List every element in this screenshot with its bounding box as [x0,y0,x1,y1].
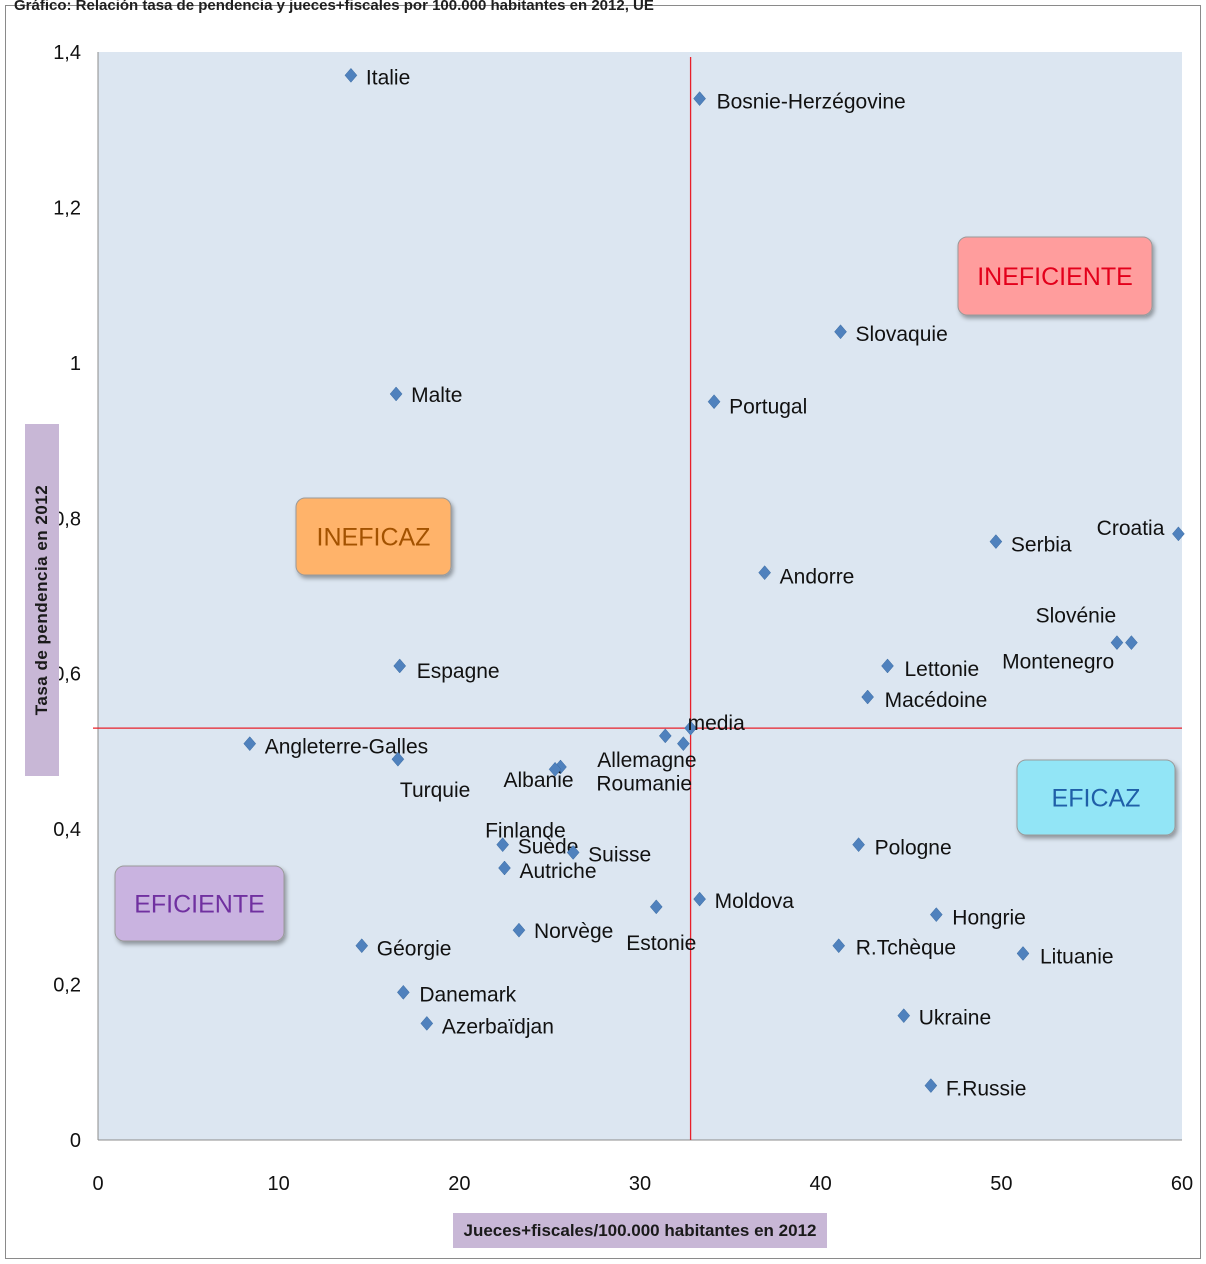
data-point-marker [420,1016,434,1031]
quadrant-label-box [1016,759,1176,836]
x-tick-label: 20 [448,1173,470,1195]
y-tick-label: 0,4 [53,819,81,841]
data-point-marker [391,751,405,767]
quadrant-label-box [114,865,285,942]
data-point-marker [548,761,562,777]
data-point-marker [344,67,358,83]
data-point-label: Croatia [1097,517,1165,540]
data-point-label: Pologne [875,837,952,860]
y-tick-label: 0,8 [53,508,81,530]
data-point-label: Ukraine [919,1007,991,1030]
data-point-label: Malte [411,384,462,407]
x-tick-label: 0 [92,1173,103,1195]
y-tick-label: 0 [70,1130,81,1152]
y-axis-title: Tasa de pendencia en 2012 [25,424,59,776]
data-point-marker [393,658,407,674]
data-point-label: Estonie [626,932,696,955]
data-point-label: Géorgie [377,938,452,961]
data-point-label: Bosnie-Herzégovine [717,91,906,114]
data-point-marker [989,534,1003,549]
data-point-marker [881,658,894,674]
data-point-marker [677,736,690,752]
chart-title: Gráfico: Relación tasa de pendencia y ju… [14,0,654,14]
quadrant-label: INEFICAZ [317,524,431,552]
data-point-marker [852,837,865,853]
data-point-label: Hongrie [952,907,1026,930]
data-point-label: Lettonie [905,658,980,681]
x-tick-label: 50 [990,1173,1012,1195]
x-axis-title: Jueces+fiscales/100.000 habitantes en 20… [453,1213,827,1248]
data-point-label: Slovénie [1036,605,1117,628]
plot-area [98,52,1182,1140]
data-point-marker [693,891,706,907]
x-tick-label: 10 [268,1173,290,1195]
data-point-label: Roumanie [596,773,692,796]
mean-point-label: media [688,712,746,735]
data-point-label: Danemark [419,983,516,1006]
data-point-label: Autriche [520,860,597,883]
data-point-marker [758,565,771,581]
data-point-marker [834,324,847,340]
data-point-marker [512,922,526,938]
data-point-label: Azerbaïdjan [442,1015,554,1038]
data-point-marker [1125,635,1138,651]
data-point-label: Suisse [588,843,651,866]
data-point-label: Montenegro [1002,651,1114,674]
data-point-marker [861,689,874,705]
data-point-label: Slovaquie [856,323,948,346]
data-point-marker [1110,635,1124,651]
x-tick-label: 30 [629,1173,651,1195]
data-point-label: Espagne [417,660,500,683]
data-point-label: Albanie [504,769,574,792]
data-point-marker [389,386,403,402]
y-tick-label: 0,6 [53,664,81,686]
data-point-label: Portugal [729,396,807,419]
data-point-label: Finlande [485,819,566,842]
data-point-label: Allemagne [597,749,696,772]
y-tick-label: 0,2 [53,975,81,997]
data-point-marker [396,984,410,1000]
data-point-marker [707,394,721,410]
data-point-label: Moldova [715,890,795,913]
data-point-label: R.Tchèque [856,937,956,960]
data-point-marker [924,1078,938,1093]
data-point-marker [649,899,663,915]
data-point-marker [355,938,369,954]
data-point-marker [498,860,511,876]
quadrant-label: EFICAZ [1052,785,1141,813]
quadrant-label: EFICIENTE [134,891,265,919]
data-point-label: Angleterre-Galles [265,736,428,759]
data-point-marker [897,1008,911,1024]
data-point-label: Norvège [534,920,613,943]
quadrant-label-box [957,236,1153,316]
data-point-marker [1016,946,1030,961]
data-point-label: F.Russie [946,1078,1027,1101]
data-point-marker [243,736,257,752]
data-point-label: Suède [518,836,579,859]
data-point-label: Andorre [780,566,855,589]
data-point-marker [693,91,706,107]
x-tick-label: 40 [810,1173,832,1195]
data-point-label: Italie [366,66,410,89]
data-point-label: Turquie [400,779,470,802]
data-point-marker [566,845,580,860]
data-point-marker [1172,526,1185,542]
data-point-label: Serbia [1011,534,1072,557]
data-point-marker [929,907,943,923]
data-point-label: Macédoine [885,689,988,712]
data-point-marker [496,837,510,853]
y-tick-label: 1,4 [53,42,81,64]
data-point-marker [658,728,672,744]
y-axis-title-text: Tasa de pendencia en 2012 [32,484,51,716]
data-point-label: Lituanie [1040,945,1114,968]
y-tick-label: 1 [70,353,81,375]
y-tick-label: 1,2 [53,197,81,219]
mean-point-marker [684,720,697,736]
data-point-marker [832,938,846,954]
quadrant-label-box [295,497,452,576]
quadrant-label: INEFICIENTE [977,263,1133,291]
x-tick-label: 60 [1171,1173,1193,1195]
